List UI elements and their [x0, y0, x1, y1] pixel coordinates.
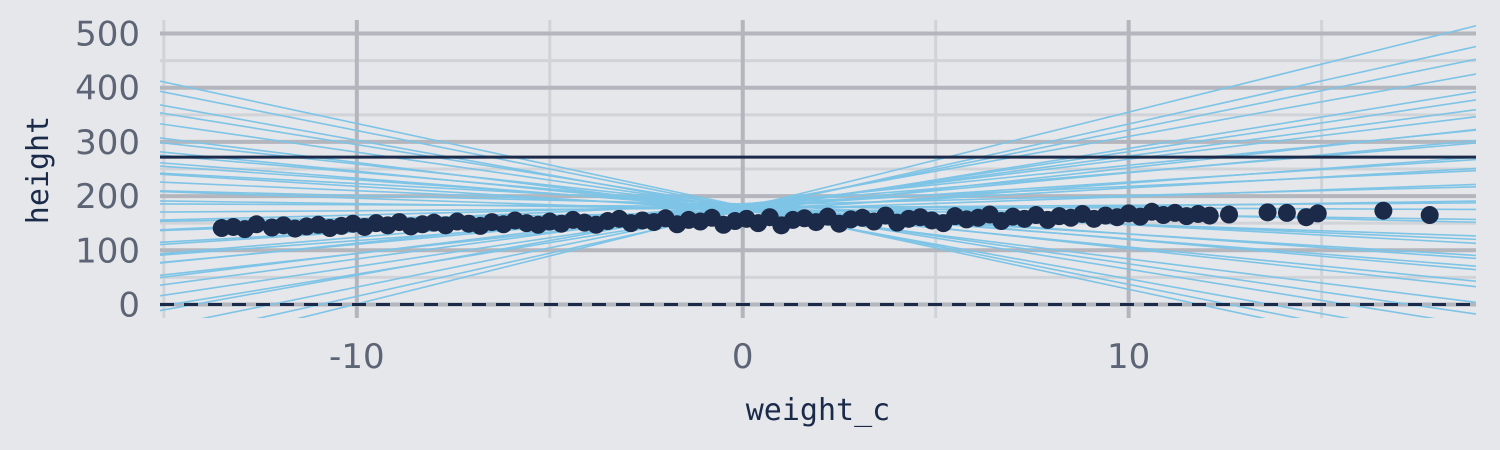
y-axis-ticks: 0 100 200 300 400 500 — [75, 15, 140, 326]
x-tick-label: 10 — [1107, 337, 1150, 377]
regression-line — [256, 45, 1476, 318]
regression-line — [160, 181, 1476, 241]
data-point — [1308, 204, 1327, 223]
y-tick-label: 0 — [118, 285, 140, 325]
x-axis-ticks: -10 0 10 — [329, 337, 1150, 377]
y-tick-label: 100 — [75, 231, 140, 271]
data-point — [1420, 206, 1439, 225]
y-tick-label: 300 — [75, 123, 140, 163]
x-tick-label: 0 — [732, 337, 754, 377]
regression-line — [160, 142, 1476, 255]
x-axis-title: weight_c — [746, 393, 891, 428]
data-point — [1200, 206, 1219, 225]
reference-lines — [160, 155, 1476, 306]
y-tick-label: 500 — [75, 15, 140, 55]
y-tick-label: 200 — [75, 177, 140, 217]
y-tick-label: 400 — [75, 69, 140, 109]
regression-line — [160, 190, 1476, 224]
data-point — [247, 215, 266, 234]
x-tick-label: -10 — [329, 337, 385, 377]
data-point — [1220, 205, 1239, 224]
regression-line — [160, 129, 1476, 264]
regression-line — [296, 25, 1476, 318]
data-points — [212, 201, 1439, 239]
data-point — [1277, 203, 1296, 222]
data-point — [1374, 201, 1393, 220]
y-axis-title: height — [21, 116, 56, 224]
regression-line — [160, 185, 1476, 221]
regression-line — [160, 154, 1476, 271]
data-point — [1258, 203, 1277, 222]
regression-line — [160, 172, 1476, 245]
